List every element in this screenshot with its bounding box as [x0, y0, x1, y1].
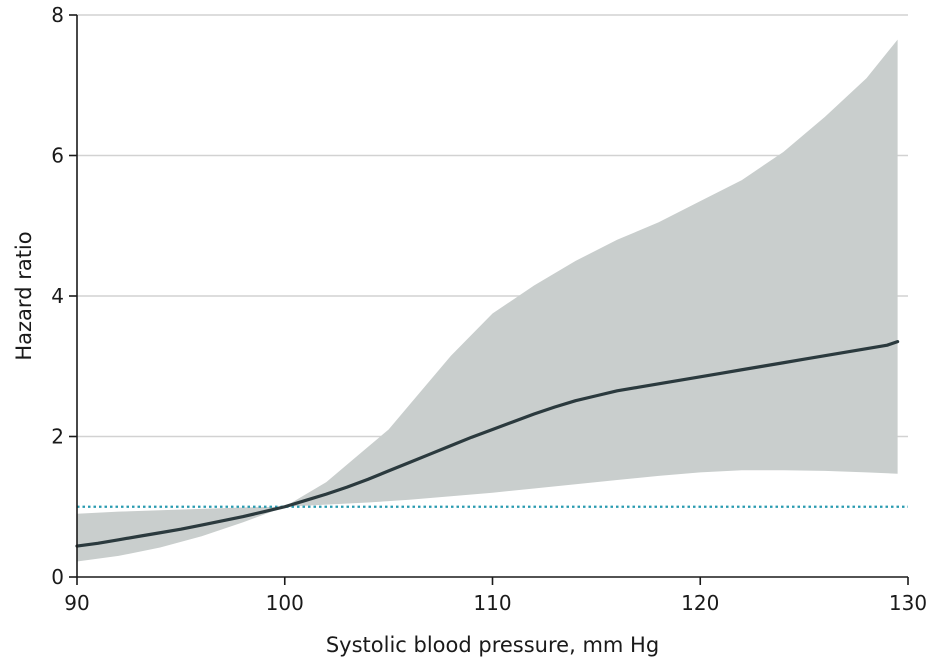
y-tick-label: 2: [51, 425, 64, 449]
x-tick-label: 90: [64, 591, 89, 615]
x-tick-label: 120: [681, 591, 719, 615]
x-axis-title: Systolic blood pressure, mm Hg: [326, 633, 659, 657]
series-line-layer: [75, 340, 900, 548]
confidence-band-layer: [77, 39, 898, 562]
x-tick-labels: 90 100 110 120 130: [64, 577, 927, 615]
y-axis-title: Hazard ratio: [12, 231, 36, 360]
x-tick-label: 110: [473, 591, 511, 615]
x-tick-label: 100: [266, 591, 304, 615]
y-tick-label: 6: [51, 144, 64, 168]
y-tick-label: 4: [51, 284, 64, 308]
x-tick-label: 130: [889, 591, 927, 615]
confidence-band: [77, 39, 898, 562]
y-tick-label: 0: [51, 565, 64, 589]
y-tick-label: 8: [51, 3, 64, 27]
series-line: [75, 340, 900, 548]
y-tick-labels: 0 2 4 6 8: [51, 3, 77, 589]
